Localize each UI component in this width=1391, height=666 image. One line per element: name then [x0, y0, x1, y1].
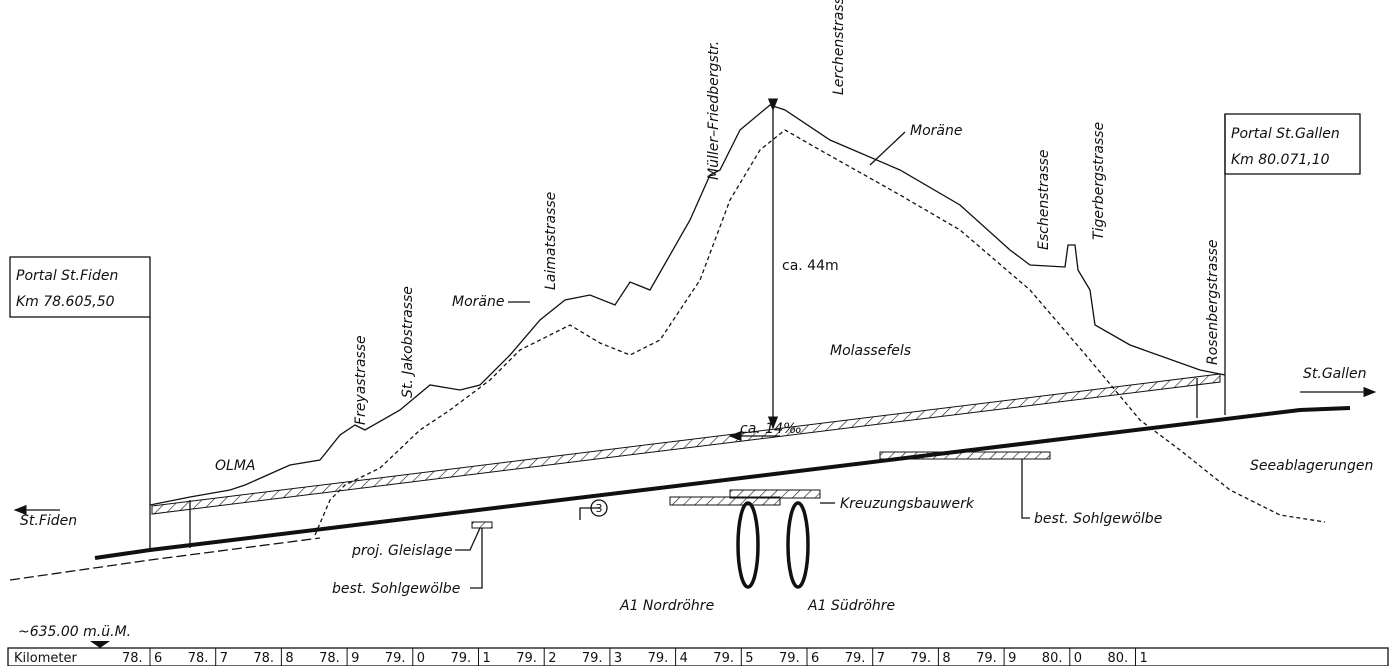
label: ~635.00 m.ü.M.: [18, 624, 131, 640]
km-major: 79.: [910, 651, 931, 666]
tunnel-vault: [151, 373, 1221, 515]
ground-left: [9, 537, 321, 581]
portal-title: Portal St.Fiden: [16, 268, 118, 284]
label: proj. Gleislage: [351, 543, 453, 559]
street-label: Rosenbergstrasse: [1205, 239, 1221, 365]
portal-km: Km 80.071,10: [1231, 152, 1330, 168]
km-major: 78.: [122, 651, 143, 666]
label: Moräne: [452, 294, 504, 310]
street-label: Freyastrasse: [353, 335, 369, 425]
portal-title: Portal St.Gallen: [1231, 126, 1340, 142]
track-line: [189, 411, 1281, 547]
km-minor: 0: [417, 651, 425, 666]
kreuzung-slab: [729, 489, 821, 499]
leader: [579, 507, 600, 520]
track: [94, 406, 1351, 560]
km-minor: 0: [1074, 651, 1082, 666]
label: A1 Südröhre: [807, 598, 895, 614]
label: ca. 14‰: [740, 421, 802, 437]
km-minor: 1: [483, 651, 491, 666]
km-minor: 6: [811, 651, 819, 666]
km-table: Kilometer 78. 6 78. 7 78. 8 78. 9 79. 0 79. 1 79. 2 79…: [7, 647, 1389, 666]
km-major: 79.: [648, 651, 669, 666]
street-label: Müller–Friedbergstr.: [706, 41, 722, 180]
km-minor: 6: [154, 651, 162, 666]
table-label: Kilometer: [14, 651, 77, 666]
km-major: 80.: [1042, 651, 1063, 666]
table-frame: [7, 647, 1389, 666]
km-minor: 5: [745, 651, 753, 666]
km-minor: 9: [1008, 651, 1016, 666]
street-label: St. Jakobstrasse: [400, 286, 416, 398]
km-minor: 8: [285, 651, 293, 666]
km-major: 78.: [253, 651, 274, 666]
km-minor: 3: [614, 651, 622, 666]
streets: Freyastrasse St. Jakobstrasse Laimatstrass…: [353, 0, 1221, 425]
a1-tube: [786, 501, 810, 589]
portal-km: Km 78.605,50: [16, 294, 115, 310]
a1-tube: [736, 501, 760, 589]
drawing-lines: [9, 98, 1377, 648]
km-major: 79.: [582, 651, 603, 666]
label: Moräne: [910, 123, 962, 139]
street-label: Lerchenstrasse: [831, 0, 847, 95]
km-minor: 1: [1140, 651, 1148, 666]
terrain: [149, 104, 1226, 506]
label: St.Fiden: [20, 513, 77, 529]
rock-line: [314, 129, 1326, 536]
leader: [1021, 459, 1030, 519]
km-major: 79.: [713, 651, 734, 666]
elevation-marker: [90, 641, 110, 648]
kreuzung-slab: [669, 496, 781, 506]
km-major: 79.: [845, 651, 866, 666]
street-label: Tigerbergstrasse: [1091, 122, 1107, 240]
sohl-slab: [471, 521, 493, 529]
km-major: 79.: [976, 651, 997, 666]
label: A1 Nordröhre: [619, 598, 714, 614]
km-minor: 7: [220, 651, 228, 666]
km-minor: 4: [680, 651, 688, 666]
km-major: 78.: [319, 651, 340, 666]
street-label: Eschenstrasse: [1036, 149, 1052, 250]
km-minor: 8: [942, 651, 950, 666]
km-minor: 7: [877, 651, 885, 666]
km-major: 80.: [1108, 651, 1129, 666]
km-major: 79.: [385, 651, 406, 666]
leader: [869, 131, 906, 166]
label: best. Sohlgewölbe: [332, 581, 460, 597]
km-major: 79.: [451, 651, 472, 666]
km-minor: 9: [351, 651, 359, 666]
portal-box: [9, 256, 151, 318]
km-major: 79.: [516, 651, 537, 666]
sohl-slab: [879, 451, 1051, 460]
leader: [455, 527, 481, 551]
label: Molassefels: [830, 343, 911, 359]
label: OLMA: [215, 458, 255, 474]
label: 3: [596, 502, 603, 515]
label: Seeablagerungen: [1250, 458, 1373, 474]
km-major: 78.: [188, 651, 209, 666]
label: Kreuzungsbauwerk: [840, 496, 975, 512]
marker-circle: [590, 499, 608, 517]
km-minor: 2: [548, 651, 556, 666]
label: best. Sohlgewölbe: [1034, 511, 1162, 527]
km-major: 79.: [779, 651, 800, 666]
label: St.Gallen: [1303, 366, 1367, 382]
label: ca. 44m: [782, 258, 839, 274]
leader: [470, 528, 483, 589]
street-label: Laimatstrasse: [543, 192, 559, 290]
